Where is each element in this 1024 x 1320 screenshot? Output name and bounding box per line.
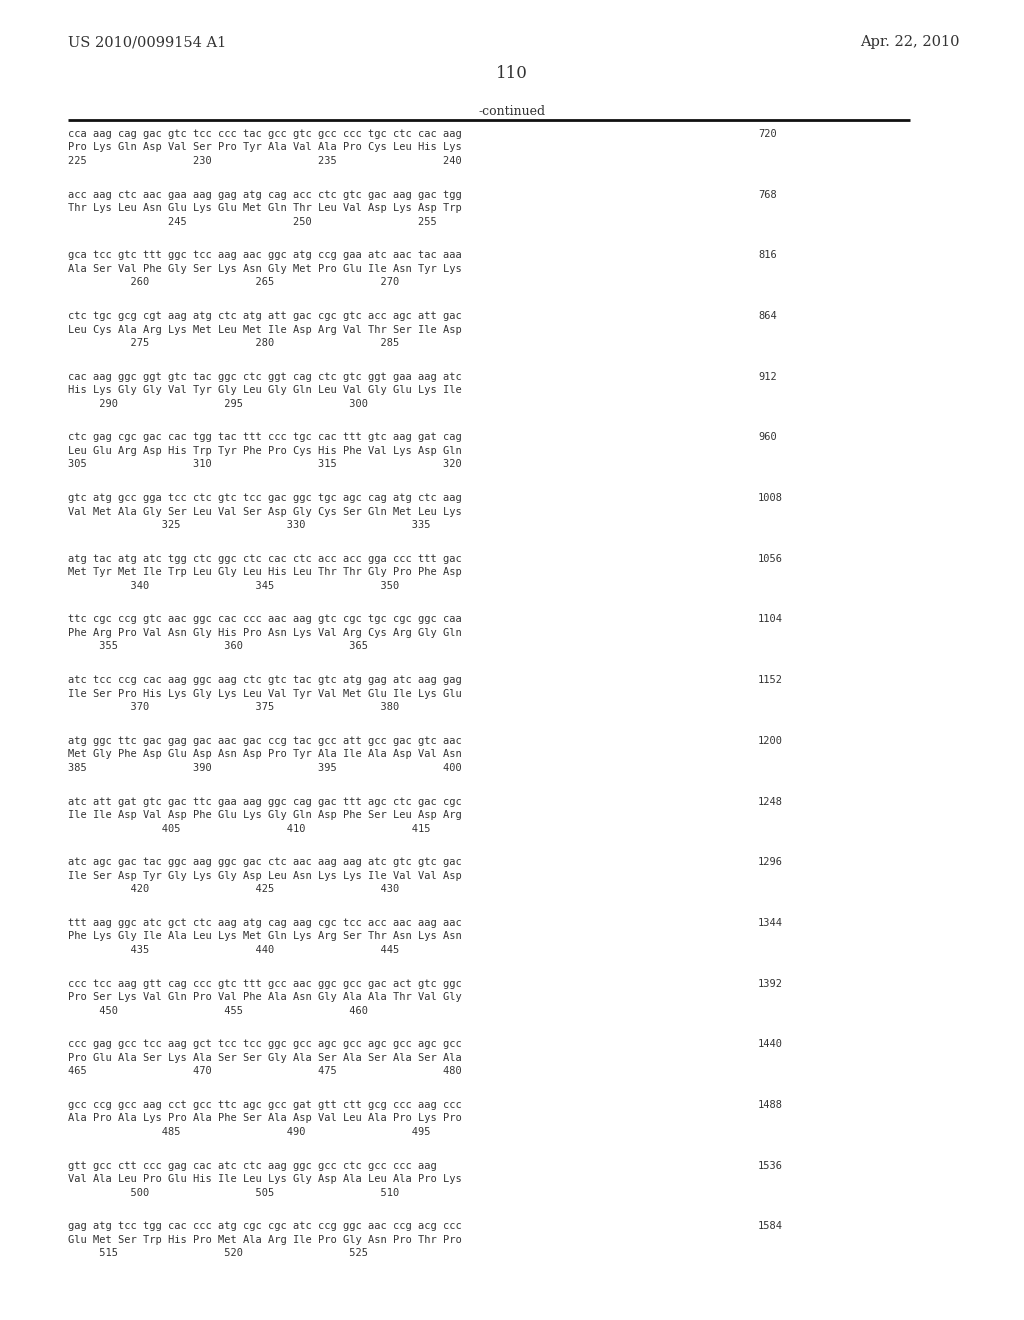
Text: 720: 720 <box>758 129 777 139</box>
Text: Val Met Ala Gly Ser Leu Val Ser Asp Gly Cys Ser Gln Met Leu Lys: Val Met Ala Gly Ser Leu Val Ser Asp Gly … <box>68 507 462 516</box>
Text: 385                 390                 395                 400: 385 390 395 400 <box>68 763 462 772</box>
Text: acc aag ctc aac gaa aag gag atg cag acc ctc gtc gac aag gac tgg: acc aag ctc aac gaa aag gag atg cag acc … <box>68 190 462 199</box>
Text: 225                 230                 235                 240: 225 230 235 240 <box>68 156 462 166</box>
Text: Met Gly Phe Asp Glu Asp Asn Asp Pro Tyr Ala Ile Ala Asp Val Asn: Met Gly Phe Asp Glu Asp Asn Asp Pro Tyr … <box>68 750 462 759</box>
Text: Leu Cys Ala Arg Lys Met Leu Met Ile Asp Arg Val Thr Ser Ile Asp: Leu Cys Ala Arg Lys Met Leu Met Ile Asp … <box>68 325 462 334</box>
Text: Thr Lys Leu Asn Glu Lys Glu Met Gln Thr Leu Val Asp Lys Asp Trp: Thr Lys Leu Asn Glu Lys Glu Met Gln Thr … <box>68 203 462 214</box>
Text: gca tcc gtc ttt ggc tcc aag aac ggc atg ccg gaa atc aac tac aaa: gca tcc gtc ttt ggc tcc aag aac ggc atg … <box>68 251 462 260</box>
Text: 1008: 1008 <box>758 494 783 503</box>
Text: 435                 440                 445: 435 440 445 <box>68 945 399 954</box>
Text: 1296: 1296 <box>758 857 783 867</box>
Text: ccc gag gcc tcc aag gct tcc tcc ggc gcc agc gcc agc gcc agc gcc: ccc gag gcc tcc aag gct tcc tcc ggc gcc … <box>68 1039 462 1049</box>
Text: gcc ccg gcc aag cct gcc ttc agc gcc gat gtt ctt gcg ccc aag ccc: gcc ccg gcc aag cct gcc ttc agc gcc gat … <box>68 1100 462 1110</box>
Text: 1488: 1488 <box>758 1100 783 1110</box>
Text: 110: 110 <box>496 65 528 82</box>
Text: 370                 375                 380: 370 375 380 <box>68 702 399 713</box>
Text: 450                 455                 460: 450 455 460 <box>68 1006 368 1015</box>
Text: 515                 520                 525: 515 520 525 <box>68 1249 368 1258</box>
Text: 355                 360                 365: 355 360 365 <box>68 642 368 652</box>
Text: 912: 912 <box>758 372 777 381</box>
Text: 260                 265                 270: 260 265 270 <box>68 277 399 288</box>
Text: Val Ala Leu Pro Glu His Ile Leu Lys Gly Asp Ala Leu Ala Pro Lys: Val Ala Leu Pro Glu His Ile Leu Lys Gly … <box>68 1173 462 1184</box>
Text: 1392: 1392 <box>758 978 783 989</box>
Text: Phe Arg Pro Val Asn Gly His Pro Asn Lys Val Arg Cys Arg Gly Gln: Phe Arg Pro Val Asn Gly His Pro Asn Lys … <box>68 628 462 638</box>
Text: 1152: 1152 <box>758 675 783 685</box>
Text: 290                 295                 300: 290 295 300 <box>68 399 368 409</box>
Text: 768: 768 <box>758 190 777 199</box>
Text: ttt aag ggc atc gct ctc aag atg cag aag cgc tcc acc aac aag aac: ttt aag ggc atc gct ctc aag atg cag aag … <box>68 917 462 928</box>
Text: Apr. 22, 2010: Apr. 22, 2010 <box>860 36 961 49</box>
Text: 500                 505                 510: 500 505 510 <box>68 1188 399 1197</box>
Text: Ala Pro Ala Lys Pro Ala Phe Ser Ala Asp Val Leu Ala Pro Lys Pro: Ala Pro Ala Lys Pro Ala Phe Ser Ala Asp … <box>68 1114 462 1123</box>
Text: Ala Ser Val Phe Gly Ser Lys Asn Gly Met Pro Glu Ile Asn Tyr Lys: Ala Ser Val Phe Gly Ser Lys Asn Gly Met … <box>68 264 462 273</box>
Text: Ile Ser Pro His Lys Gly Lys Leu Val Tyr Val Met Glu Ile Lys Glu: Ile Ser Pro His Lys Gly Lys Leu Val Tyr … <box>68 689 462 698</box>
Text: 405                 410                 415: 405 410 415 <box>68 824 430 833</box>
Text: Met Tyr Met Ile Trp Leu Gly Leu His Leu Thr Thr Gly Pro Phe Asp: Met Tyr Met Ile Trp Leu Gly Leu His Leu … <box>68 568 462 577</box>
Text: 340                 345                 350: 340 345 350 <box>68 581 399 591</box>
Text: gag atg tcc tgg cac ccc atg cgc cgc atc ccg ggc aac ccg acg ccc: gag atg tcc tgg cac ccc atg cgc cgc atc … <box>68 1221 462 1232</box>
Text: 485                 490                 495: 485 490 495 <box>68 1127 430 1137</box>
Text: 420                 425                 430: 420 425 430 <box>68 884 399 894</box>
Text: 1104: 1104 <box>758 615 783 624</box>
Text: atg ggc ttc gac gag gac aac gac ccg tac gcc att gcc gac gtc aac: atg ggc ttc gac gag gac aac gac ccg tac … <box>68 735 462 746</box>
Text: 1248: 1248 <box>758 796 783 807</box>
Text: 245                 250                 255: 245 250 255 <box>68 216 437 227</box>
Text: atc att gat gtc gac ttc gaa aag ggc cag gac ttt agc ctc gac cgc: atc att gat gtc gac ttc gaa aag ggc cag … <box>68 796 462 807</box>
Text: 816: 816 <box>758 251 777 260</box>
Text: gtc atg gcc gga tcc ctc gtc tcc gac ggc tgc agc cag atg ctc aag: gtc atg gcc gga tcc ctc gtc tcc gac ggc … <box>68 494 462 503</box>
Text: Ile Ile Asp Val Asp Phe Glu Lys Gly Gln Asp Phe Ser Leu Asp Arg: Ile Ile Asp Val Asp Phe Glu Lys Gly Gln … <box>68 810 462 820</box>
Text: Leu Glu Arg Asp His Trp Tyr Phe Pro Cys His Phe Val Lys Asp Gln: Leu Glu Arg Asp His Trp Tyr Phe Pro Cys … <box>68 446 462 455</box>
Text: atc agc gac tac ggc aag ggc gac ctc aac aag aag atc gtc gtc gac: atc agc gac tac ggc aag ggc gac ctc aac … <box>68 857 462 867</box>
Text: 1056: 1056 <box>758 554 783 564</box>
Text: His Lys Gly Gly Val Tyr Gly Leu Gly Gln Leu Val Gly Glu Lys Ile: His Lys Gly Gly Val Tyr Gly Leu Gly Gln … <box>68 385 462 395</box>
Text: Ile Ser Asp Tyr Gly Lys Gly Asp Leu Asn Lys Lys Ile Val Val Asp: Ile Ser Asp Tyr Gly Lys Gly Asp Leu Asn … <box>68 871 462 880</box>
Text: US 2010/0099154 A1: US 2010/0099154 A1 <box>68 36 226 49</box>
Text: 1344: 1344 <box>758 917 783 928</box>
Text: atg tac atg atc tgg ctc ggc ctc cac ctc acc acc gga ccc ttt gac: atg tac atg atc tgg ctc ggc ctc cac ctc … <box>68 554 462 564</box>
Text: ctc gag cgc gac cac tgg tac ttt ccc tgc cac ttt gtc aag gat cag: ctc gag cgc gac cac tgg tac ttt ccc tgc … <box>68 433 462 442</box>
Text: Glu Met Ser Trp His Pro Met Ala Arg Ile Pro Gly Asn Pro Thr Pro: Glu Met Ser Trp His Pro Met Ala Arg Ile … <box>68 1234 462 1245</box>
Text: 864: 864 <box>758 312 777 321</box>
Text: 1440: 1440 <box>758 1039 783 1049</box>
Text: 305                 310                 315                 320: 305 310 315 320 <box>68 459 462 470</box>
Text: -continued: -continued <box>478 106 546 117</box>
Text: ctc tgc gcg cgt aag atg ctc atg att gac cgc gtc acc agc att gac: ctc tgc gcg cgt aag atg ctc atg att gac … <box>68 312 462 321</box>
Text: 325                 330                 335: 325 330 335 <box>68 520 430 531</box>
Text: Phe Lys Gly Ile Ala Leu Lys Met Gln Lys Arg Ser Thr Asn Lys Asn: Phe Lys Gly Ile Ala Leu Lys Met Gln Lys … <box>68 932 462 941</box>
Text: Pro Ser Lys Val Gln Pro Val Phe Ala Asn Gly Ala Ala Thr Val Gly: Pro Ser Lys Val Gln Pro Val Phe Ala Asn … <box>68 993 462 1002</box>
Text: 960: 960 <box>758 433 777 442</box>
Text: cca aag cag gac gtc tcc ccc tac gcc gtc gcc ccc tgc ctc cac aag: cca aag cag gac gtc tcc ccc tac gcc gtc … <box>68 129 462 139</box>
Text: cac aag ggc ggt gtc tac ggc ctc ggt cag ctc gtc ggt gaa aag atc: cac aag ggc ggt gtc tac ggc ctc ggt cag … <box>68 372 462 381</box>
Text: 275                 280                 285: 275 280 285 <box>68 338 399 348</box>
Text: 1536: 1536 <box>758 1160 783 1171</box>
Text: 1584: 1584 <box>758 1221 783 1232</box>
Text: 1200: 1200 <box>758 735 783 746</box>
Text: gtt gcc ctt ccc gag cac atc ctc aag ggc gcc ctc gcc ccc aag: gtt gcc ctt ccc gag cac atc ctc aag ggc … <box>68 1160 437 1171</box>
Text: 465                 470                 475                 480: 465 470 475 480 <box>68 1067 462 1076</box>
Text: ccc tcc aag gtt cag ccc gtc ttt gcc aac ggc gcc gac act gtc ggc: ccc tcc aag gtt cag ccc gtc ttt gcc aac … <box>68 978 462 989</box>
Text: ttc cgc ccg gtc aac ggc cac ccc aac aag gtc cgc tgc cgc ggc caa: ttc cgc ccg gtc aac ggc cac ccc aac aag … <box>68 615 462 624</box>
Text: Pro Lys Gln Asp Val Ser Pro Tyr Ala Val Ala Pro Cys Leu His Lys: Pro Lys Gln Asp Val Ser Pro Tyr Ala Val … <box>68 143 462 153</box>
Text: Pro Glu Ala Ser Lys Ala Ser Ser Gly Ala Ser Ala Ser Ala Ser Ala: Pro Glu Ala Ser Lys Ala Ser Ser Gly Ala … <box>68 1053 462 1063</box>
Text: atc tcc ccg cac aag ggc aag ctc gtc tac gtc atg gag atc aag gag: atc tcc ccg cac aag ggc aag ctc gtc tac … <box>68 675 462 685</box>
